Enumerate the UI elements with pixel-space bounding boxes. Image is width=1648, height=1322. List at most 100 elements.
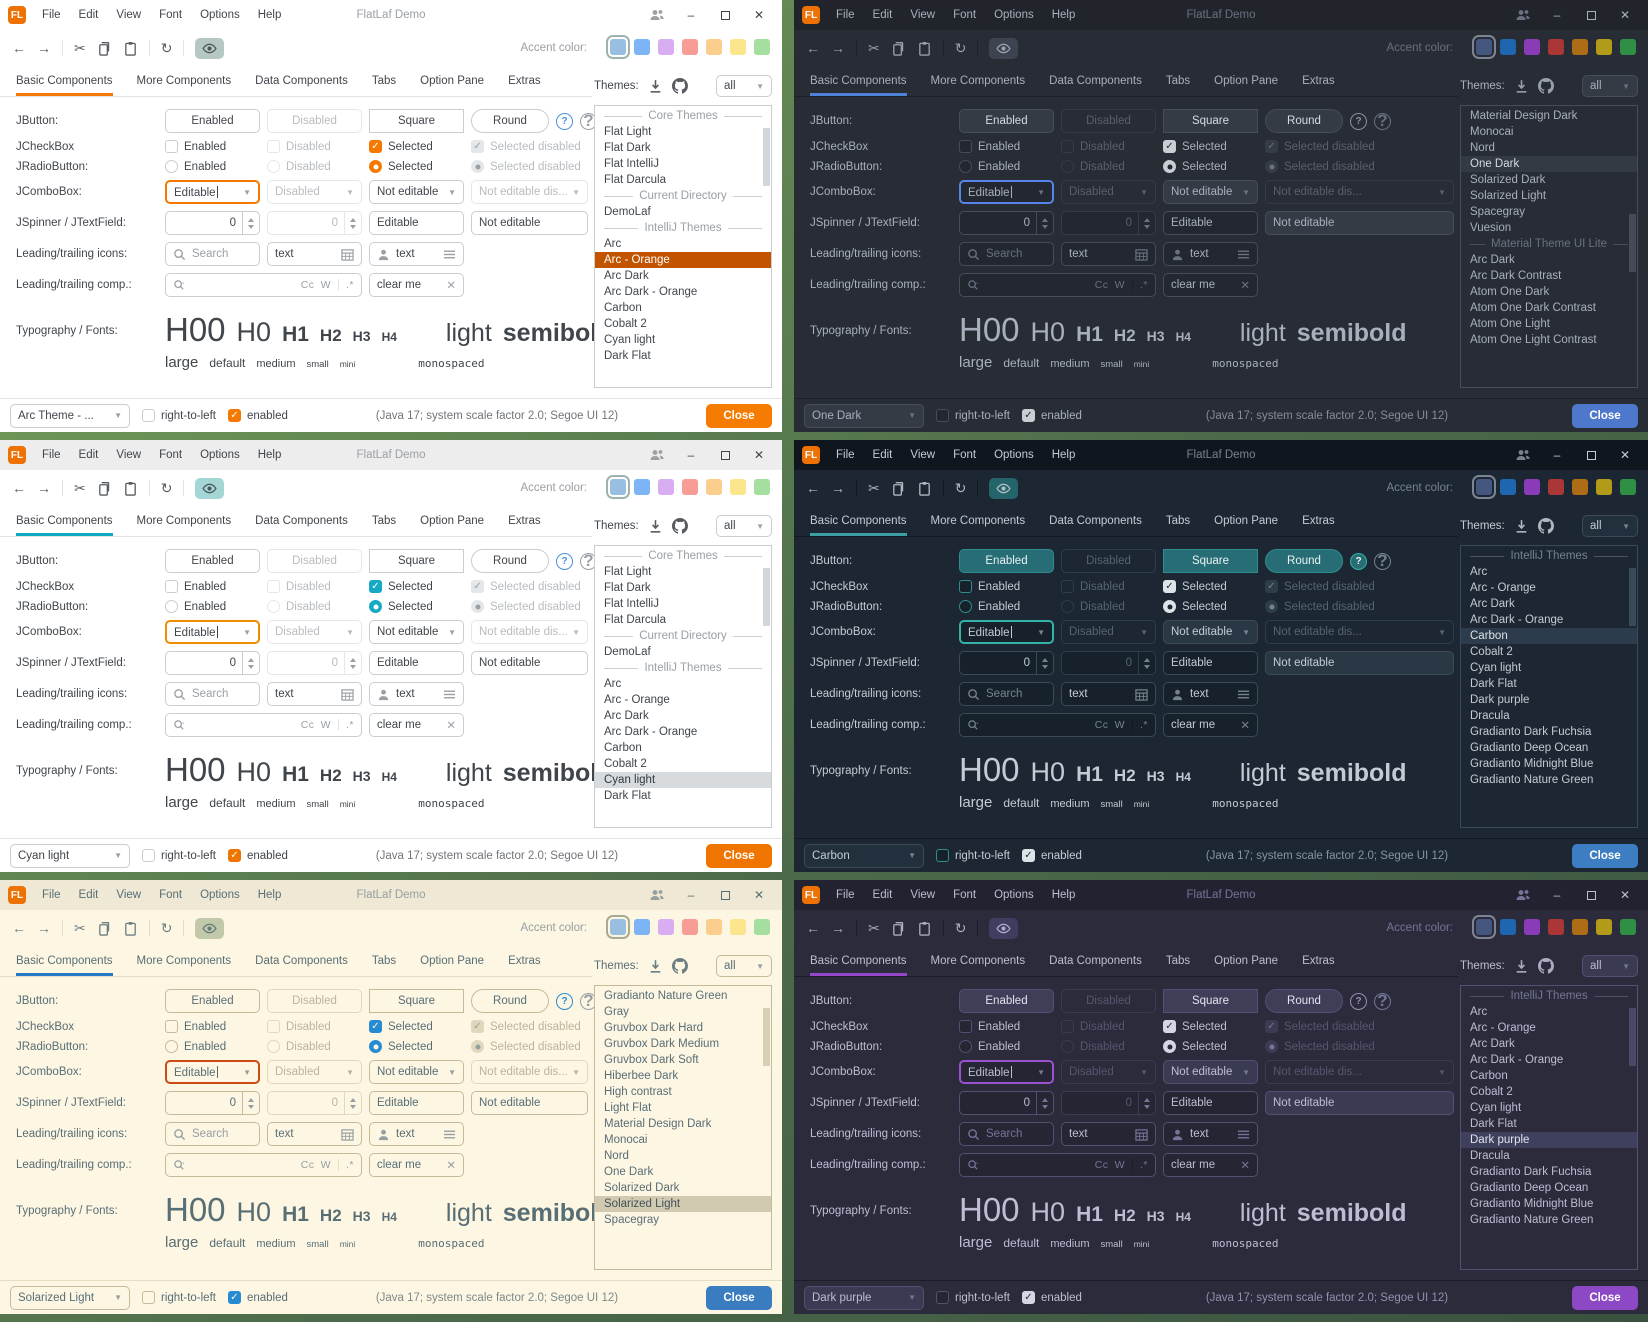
theme-list-item[interactable]: Atom One Light: [1470, 318, 1550, 330]
theme-list-item[interactable]: Arc - Orange: [1470, 582, 1536, 594]
theme-list-item[interactable]: Gradianto Nature Green: [604, 990, 728, 1002]
right-to-left-checkbox[interactable]: [142, 1291, 155, 1304]
theme-list-item[interactable]: Arc: [604, 238, 622, 250]
menu-view[interactable]: View: [116, 449, 142, 461]
tab-data-components[interactable]: Data Components: [1049, 75, 1142, 87]
checkbox-selected[interactable]: ✓: [1163, 580, 1176, 593]
combobox-editable[interactable]: Editable ▼: [959, 1060, 1054, 1084]
refresh-icon[interactable]: ↻: [160, 919, 173, 936]
right-to-left-checkbox[interactable]: [142, 409, 155, 422]
accent-swatch[interactable]: [634, 478, 650, 495]
theme-list-item[interactable]: Flat Light: [604, 126, 652, 138]
menu-font[interactable]: Font: [953, 889, 977, 901]
menu-view[interactable]: View: [910, 9, 936, 21]
accent-swatch[interactable]: [1572, 478, 1588, 495]
tab-extras[interactable]: Extras: [508, 955, 541, 967]
tab-more-components[interactable]: More Components: [136, 955, 232, 967]
menu-help[interactable]: Help: [257, 889, 282, 901]
menu-list-icon[interactable]: [443, 1128, 456, 1141]
spinner[interactable]: 0: [165, 1091, 260, 1115]
close-button[interactable]: Close: [705, 403, 772, 428]
theme-list-item[interactable]: Nord: [604, 1150, 629, 1162]
menu-list-icon[interactable]: [1237, 688, 1250, 701]
forward-icon[interactable]: →: [831, 40, 845, 56]
accent-swatch[interactable]: [682, 478, 698, 495]
refresh-icon[interactable]: ↻: [160, 479, 173, 496]
theme-list-item[interactable]: Gradianto Midnight Blue: [1470, 758, 1594, 770]
theme-list-item[interactable]: Arc - Orange: [1470, 1022, 1536, 1034]
close-window-button[interactable]: ✕: [753, 888, 765, 902]
tab-basic-components[interactable]: Basic Components: [810, 506, 907, 536]
tab-more-components[interactable]: More Components: [930, 75, 1026, 87]
help-button-secondary[interactable]: ?: [1374, 111, 1391, 130]
accent-swatch[interactable]: [706, 478, 722, 495]
spinner-arrows-icon[interactable]: [1036, 212, 1053, 234]
accent-swatch[interactable]: [634, 38, 650, 55]
theme-selector-combo[interactable]: Dark purple ▼: [804, 1285, 924, 1310]
menu-view[interactable]: View: [116, 889, 142, 901]
tab-data-components[interactable]: Data Components: [255, 75, 348, 87]
calendar-icon[interactable]: [341, 688, 354, 701]
tab-more-components[interactable]: More Components: [136, 515, 232, 527]
theme-list-item[interactable]: Spacegray: [604, 1214, 659, 1226]
calendar-icon[interactable]: [341, 1128, 354, 1141]
search-input[interactable]: Search: [165, 242, 260, 266]
scrollbar-thumb[interactable]: [1629, 1008, 1636, 1066]
match-case-toggle[interactable]: Cc: [300, 1159, 315, 1171]
combobox-not-editable[interactable]: Not editable ▼: [369, 620, 464, 644]
accent-swatch[interactable]: [634, 918, 650, 935]
accent-swatch[interactable]: [730, 478, 746, 495]
search-with-options-input[interactable]: Cc W | .*: [165, 1153, 362, 1177]
regex-toggle[interactable]: .*: [1139, 1159, 1148, 1171]
theme-list-item[interactable]: Arc Dark Contrast: [1470, 270, 1562, 282]
calendar-icon[interactable]: [341, 248, 354, 261]
radio-enabled[interactable]: [165, 160, 178, 173]
clear-me-input[interactable]: clear me ✕: [1163, 273, 1258, 297]
back-icon[interactable]: ←: [12, 920, 26, 936]
combobox-not-editable[interactable]: Not editable ▼: [1163, 620, 1258, 644]
tab-data-components[interactable]: Data Components: [1049, 515, 1142, 527]
theme-selector-combo[interactable]: Solarized Light ▼: [10, 1285, 130, 1310]
copy-icon[interactable]: [891, 481, 906, 496]
search-input[interactable]: Search: [165, 1122, 260, 1146]
theme-list-item[interactable]: Nord: [1470, 142, 1495, 154]
theme-list-item[interactable]: Flat Dark: [604, 582, 651, 594]
checkbox-selected[interactable]: ✓: [1163, 140, 1176, 153]
tab-basic-components[interactable]: Basic Components: [16, 506, 113, 536]
accent-swatch[interactable]: [1472, 914, 1496, 939]
github-icon[interactable]: [1537, 78, 1554, 94]
text-input-calendar[interactable]: text: [267, 1122, 362, 1146]
clear-me-input[interactable]: clear me ✕: [1163, 713, 1258, 737]
textfield-editable[interactable]: Editable: [1163, 1091, 1258, 1115]
tab-more-components[interactable]: More Components: [136, 75, 232, 87]
accent-swatch[interactable]: [1524, 38, 1540, 55]
menu-list-icon[interactable]: [443, 248, 456, 261]
accent-swatch[interactable]: [1548, 478, 1564, 495]
maximize-button[interactable]: [708, 882, 742, 908]
show-hidden-toggle[interactable]: [989, 477, 1019, 499]
help-button[interactable]: ?: [556, 552, 573, 570]
combobox-not-editable[interactable]: Not editable ▼: [369, 1060, 464, 1084]
maximize-button[interactable]: [1574, 2, 1608, 28]
checkbox-enabled[interactable]: [165, 580, 178, 593]
github-icon[interactable]: [1537, 958, 1554, 974]
menu-view[interactable]: View: [116, 9, 142, 21]
calendar-icon[interactable]: [1135, 1128, 1148, 1141]
clear-icon[interactable]: ✕: [1240, 280, 1250, 292]
theme-filter-combo[interactable]: all ▼: [716, 955, 772, 977]
checkbox-selected[interactable]: ✓: [369, 1020, 382, 1033]
theme-list-item[interactable]: Cobalt 2: [604, 758, 647, 770]
theme-list-item[interactable]: Gradianto Deep Ocean: [1470, 1182, 1589, 1194]
radio-selected[interactable]: [1163, 600, 1176, 613]
tab-extras[interactable]: Extras: [1302, 515, 1335, 527]
tab-tabs[interactable]: Tabs: [371, 515, 397, 527]
menu-list-icon[interactable]: [443, 688, 456, 701]
theme-list-item[interactable]: Gradianto Nature Green: [1470, 1214, 1594, 1226]
show-hidden-toggle[interactable]: [195, 917, 225, 939]
refresh-icon[interactable]: ↻: [954, 479, 967, 496]
radio-selected[interactable]: [369, 600, 382, 613]
theme-list-item[interactable]: High contrast: [604, 1086, 672, 1098]
radio-enabled[interactable]: [165, 600, 178, 613]
maximize-button[interactable]: [708, 442, 742, 468]
theme-list-item[interactable]: Arc Dark - Orange: [1470, 614, 1564, 626]
